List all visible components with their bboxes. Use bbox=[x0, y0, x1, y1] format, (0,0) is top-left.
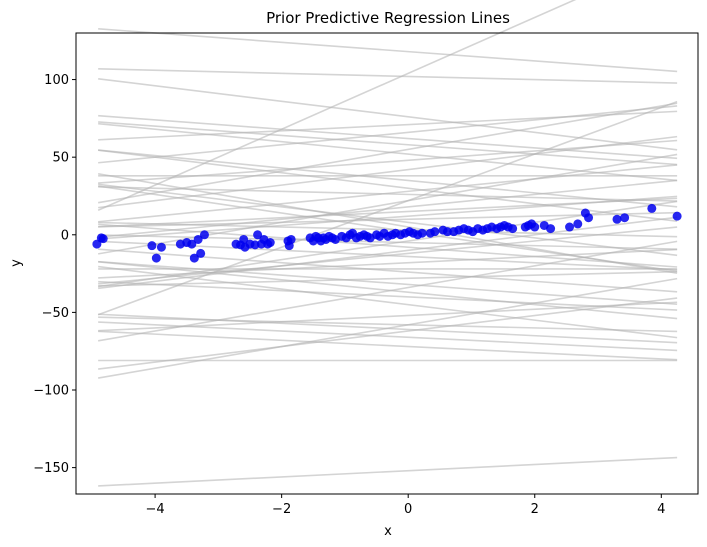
regression-line bbox=[98, 179, 678, 239]
data-point bbox=[584, 213, 594, 223]
regression-line bbox=[98, 121, 678, 166]
regression-line bbox=[98, 221, 678, 238]
regression-line bbox=[98, 456, 678, 487]
regression-line bbox=[98, 277, 678, 379]
regression-line bbox=[98, 265, 678, 339]
regression-line bbox=[98, 330, 678, 361]
regression-line bbox=[98, 68, 678, 84]
data-point bbox=[151, 253, 161, 263]
regression-line bbox=[98, 297, 678, 370]
data-points bbox=[92, 203, 682, 263]
y-tick-label: 100 bbox=[44, 73, 69, 88]
data-point bbox=[573, 219, 583, 229]
data-point bbox=[239, 234, 249, 244]
regression-line bbox=[98, 216, 678, 290]
data-point bbox=[187, 239, 197, 249]
regression-line bbox=[98, 186, 678, 202]
x-tick-label: −2 bbox=[272, 502, 291, 517]
plot-frame bbox=[75, 32, 699, 495]
data-point bbox=[442, 227, 452, 237]
data-point bbox=[189, 253, 199, 263]
x-tick-label: 2 bbox=[531, 502, 539, 517]
data-point bbox=[612, 214, 622, 224]
data-point bbox=[147, 241, 157, 251]
data-point bbox=[620, 213, 630, 223]
x-tick-label: 0 bbox=[404, 502, 412, 517]
data-point bbox=[253, 230, 263, 240]
data-point bbox=[647, 203, 657, 213]
regression-line bbox=[98, 200, 678, 288]
chart-title: Prior Predictive Regression Lines bbox=[266, 9, 510, 27]
y-tick-label: −150 bbox=[33, 461, 69, 476]
regression-line bbox=[97, 0, 577, 211]
data-point bbox=[530, 222, 540, 232]
y-tick-label: 0 bbox=[61, 228, 69, 243]
data-point bbox=[193, 234, 203, 244]
regression-line bbox=[98, 223, 678, 268]
y-tick-label: −50 bbox=[42, 306, 69, 321]
y-tick-label: 50 bbox=[52, 151, 69, 166]
regression-line bbox=[98, 197, 678, 228]
regression-line bbox=[98, 270, 678, 287]
regression-line bbox=[98, 114, 678, 160]
x-tick-label: −4 bbox=[146, 502, 165, 517]
regression-line bbox=[98, 28, 678, 73]
data-point bbox=[92, 239, 102, 249]
regression-line bbox=[98, 185, 678, 273]
x-tick-label: 4 bbox=[657, 502, 665, 517]
data-point bbox=[196, 248, 206, 258]
y-axis: −150 −100 −50 0 50 100 bbox=[33, 73, 76, 476]
data-point bbox=[156, 242, 166, 252]
data-point bbox=[508, 224, 518, 234]
data-point bbox=[417, 228, 427, 238]
regression-line bbox=[98, 301, 678, 332]
regression-line bbox=[98, 240, 678, 342]
x-axis: −4 −2 0 2 4 bbox=[146, 494, 665, 517]
regression-line bbox=[98, 316, 678, 333]
data-point bbox=[286, 234, 296, 244]
data-point bbox=[546, 224, 556, 234]
data-point bbox=[565, 222, 575, 232]
regression-line bbox=[98, 102, 678, 204]
data-point bbox=[98, 234, 108, 244]
regression-lines bbox=[97, 0, 678, 487]
data-point bbox=[199, 230, 209, 240]
y-axis-label: y bbox=[9, 259, 24, 267]
x-axis-label: x bbox=[384, 524, 392, 539]
regression-line bbox=[98, 105, 678, 164]
regression-line bbox=[98, 149, 678, 222]
data-point bbox=[672, 211, 682, 221]
regression-line bbox=[98, 77, 678, 151]
regression-line bbox=[98, 183, 678, 257]
y-tick-label: −100 bbox=[33, 384, 69, 399]
data-point bbox=[265, 238, 275, 248]
regression-line bbox=[98, 280, 678, 311]
data-point bbox=[430, 227, 440, 237]
regression-line bbox=[98, 149, 678, 208]
